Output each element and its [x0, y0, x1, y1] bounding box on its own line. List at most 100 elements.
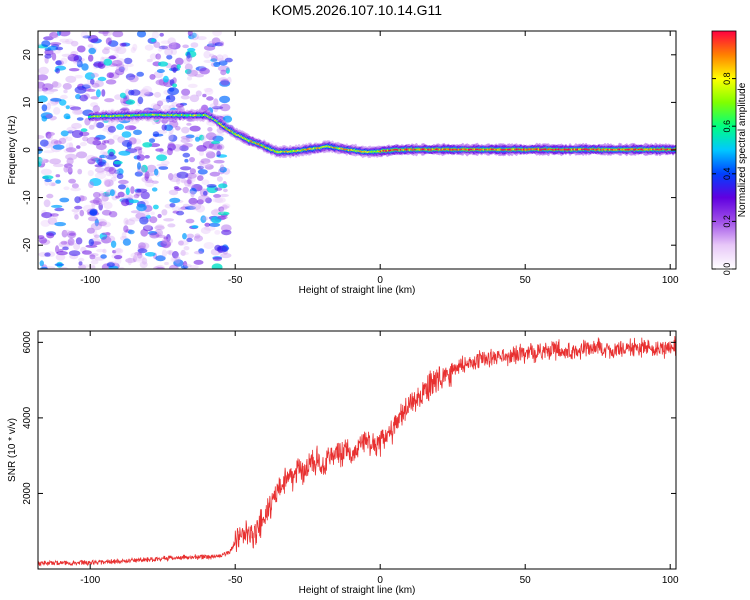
spectrogram-cell: [182, 203, 190, 208]
spectrogram-cell: [40, 219, 51, 227]
spectrogram-cell: [185, 137, 193, 142]
spectrogram-cell: [45, 266, 56, 269]
spectrogram-cell: [69, 106, 82, 111]
spectrogram-cell: [78, 264, 87, 269]
spectrogram-cell: [90, 78, 95, 85]
spectrogram-cell: [169, 177, 181, 183]
spectrogram-cell: [219, 80, 231, 87]
spectrogram-cell: [140, 88, 150, 95]
spectrogram-cell: [156, 234, 166, 238]
spectrogram-cell: [137, 211, 150, 217]
spectrogram-cell: [46, 232, 55, 239]
spectrogram-cell: [194, 74, 204, 78]
snr-y-label: SNR (10 * v/v): [7, 418, 18, 482]
spectrogram-cell: [80, 128, 88, 132]
spectrogram-cell: [79, 142, 87, 147]
spectrogram-cell: [75, 237, 83, 245]
spectrogram-cell: [217, 58, 225, 62]
spectrogram-cell: [188, 197, 198, 205]
spectrogram-cell: [155, 255, 166, 262]
spectrogram-cell: [59, 197, 70, 203]
spectrogram-cell: [104, 166, 114, 172]
spectrogram-cell: [186, 122, 192, 126]
spectrogram-cell: [205, 132, 217, 141]
spectrogram-cell: [89, 209, 98, 216]
spectrogram-cell: [184, 205, 197, 210]
spectrogram-cell: [51, 35, 60, 39]
spectrogram-cell: [53, 140, 62, 145]
spectrogram-cell: [186, 76, 193, 81]
spectrogram-cell: [171, 257, 178, 261]
colorbar-tick-label: 0.4: [722, 168, 732, 181]
spectrogram-cell: [217, 211, 230, 216]
spectrogram-cell: [181, 88, 191, 96]
spectrogram-cell: [199, 151, 204, 156]
spectrogram-cell: [58, 241, 71, 248]
spectrogram-cell: [50, 213, 59, 217]
spectrogram-cell: [189, 94, 200, 103]
spectrogram-cell: [104, 179, 114, 187]
spectrogram-cell: [50, 139, 59, 145]
spectrogram-cell: [96, 248, 106, 253]
spectrogram-cell: [142, 142, 153, 148]
spectrogram-cell: [45, 114, 53, 119]
spectrogram-cell: [204, 222, 211, 227]
spectrogram-cell: [49, 33, 55, 39]
spectrogram-cell: [181, 126, 190, 134]
spectrogram-cell: [223, 188, 228, 193]
spectrogram-cell: [65, 115, 71, 120]
spectrogram-cell: [44, 53, 52, 59]
spectrogram-cell: [71, 183, 79, 189]
spectrogram-cell: [62, 83, 72, 90]
spectrogram-cell: [51, 204, 63, 208]
spectrogram-cell: [100, 56, 105, 64]
spectrogram-cell: [219, 193, 229, 198]
spectrogram-cell: [195, 90, 202, 97]
spectrogram-cell: [214, 187, 223, 191]
spectrogram-cell: [177, 240, 189, 246]
spectrogram-cell: [168, 189, 179, 196]
spectrogram-cell: [115, 65, 126, 72]
spectrogram-cell: [54, 207, 65, 212]
spectrogram-cell: [193, 235, 204, 242]
spectrogram-cell: [63, 229, 71, 235]
spectrogram-cell: [202, 216, 209, 221]
spectrogram-cell: [184, 63, 193, 71]
spectrogram-cell: [167, 223, 176, 228]
spectrogram-cell: [140, 191, 150, 200]
spectrogram-cell: [189, 265, 199, 269]
spectrogram-cell: [106, 262, 115, 268]
spectrogram-cell: [156, 163, 168, 167]
spectrogram-cell: [104, 180, 111, 188]
y-tick-label: 10: [22, 96, 33, 108]
spectrogram-cell: [164, 45, 174, 51]
spectrogram-cell: [176, 171, 189, 179]
spectrogram-cell: [164, 48, 174, 56]
spectrogram-cell: [73, 60, 81, 65]
colorbar-tick-label: 0.8: [722, 72, 732, 85]
spectrogram-cell: [67, 237, 75, 246]
spectrogram-cell: [103, 178, 109, 187]
spectrogram-cell: [108, 211, 118, 218]
spectrogram-cell: [115, 195, 120, 199]
spectrogram-cell: [78, 261, 83, 266]
spectrogram-cell: [211, 140, 221, 145]
spectrogram-cell: [62, 246, 69, 251]
spectrogram-cell: [184, 68, 192, 75]
spectrogram-cell: [90, 96, 99, 100]
spectrogram-cell: [65, 75, 77, 83]
spectrogram-cell: [87, 216, 98, 222]
spectrogram-cell: [121, 231, 127, 239]
spectrogram-cell: [101, 221, 112, 228]
spectrogram-cell: [118, 184, 126, 190]
spectrogram-cell: [130, 210, 141, 214]
spectrogram-cell: [136, 154, 145, 161]
spectrogram-cell: [45, 131, 52, 139]
spectrogram-cell: [186, 190, 197, 195]
spectrogram-cell: [212, 106, 224, 110]
spectrogram-cell: [204, 87, 214, 96]
spectrogram-cell: [191, 174, 196, 183]
spectrogram-cell: [172, 83, 178, 88]
spectrogram-heatmap: [38, 31, 676, 269]
